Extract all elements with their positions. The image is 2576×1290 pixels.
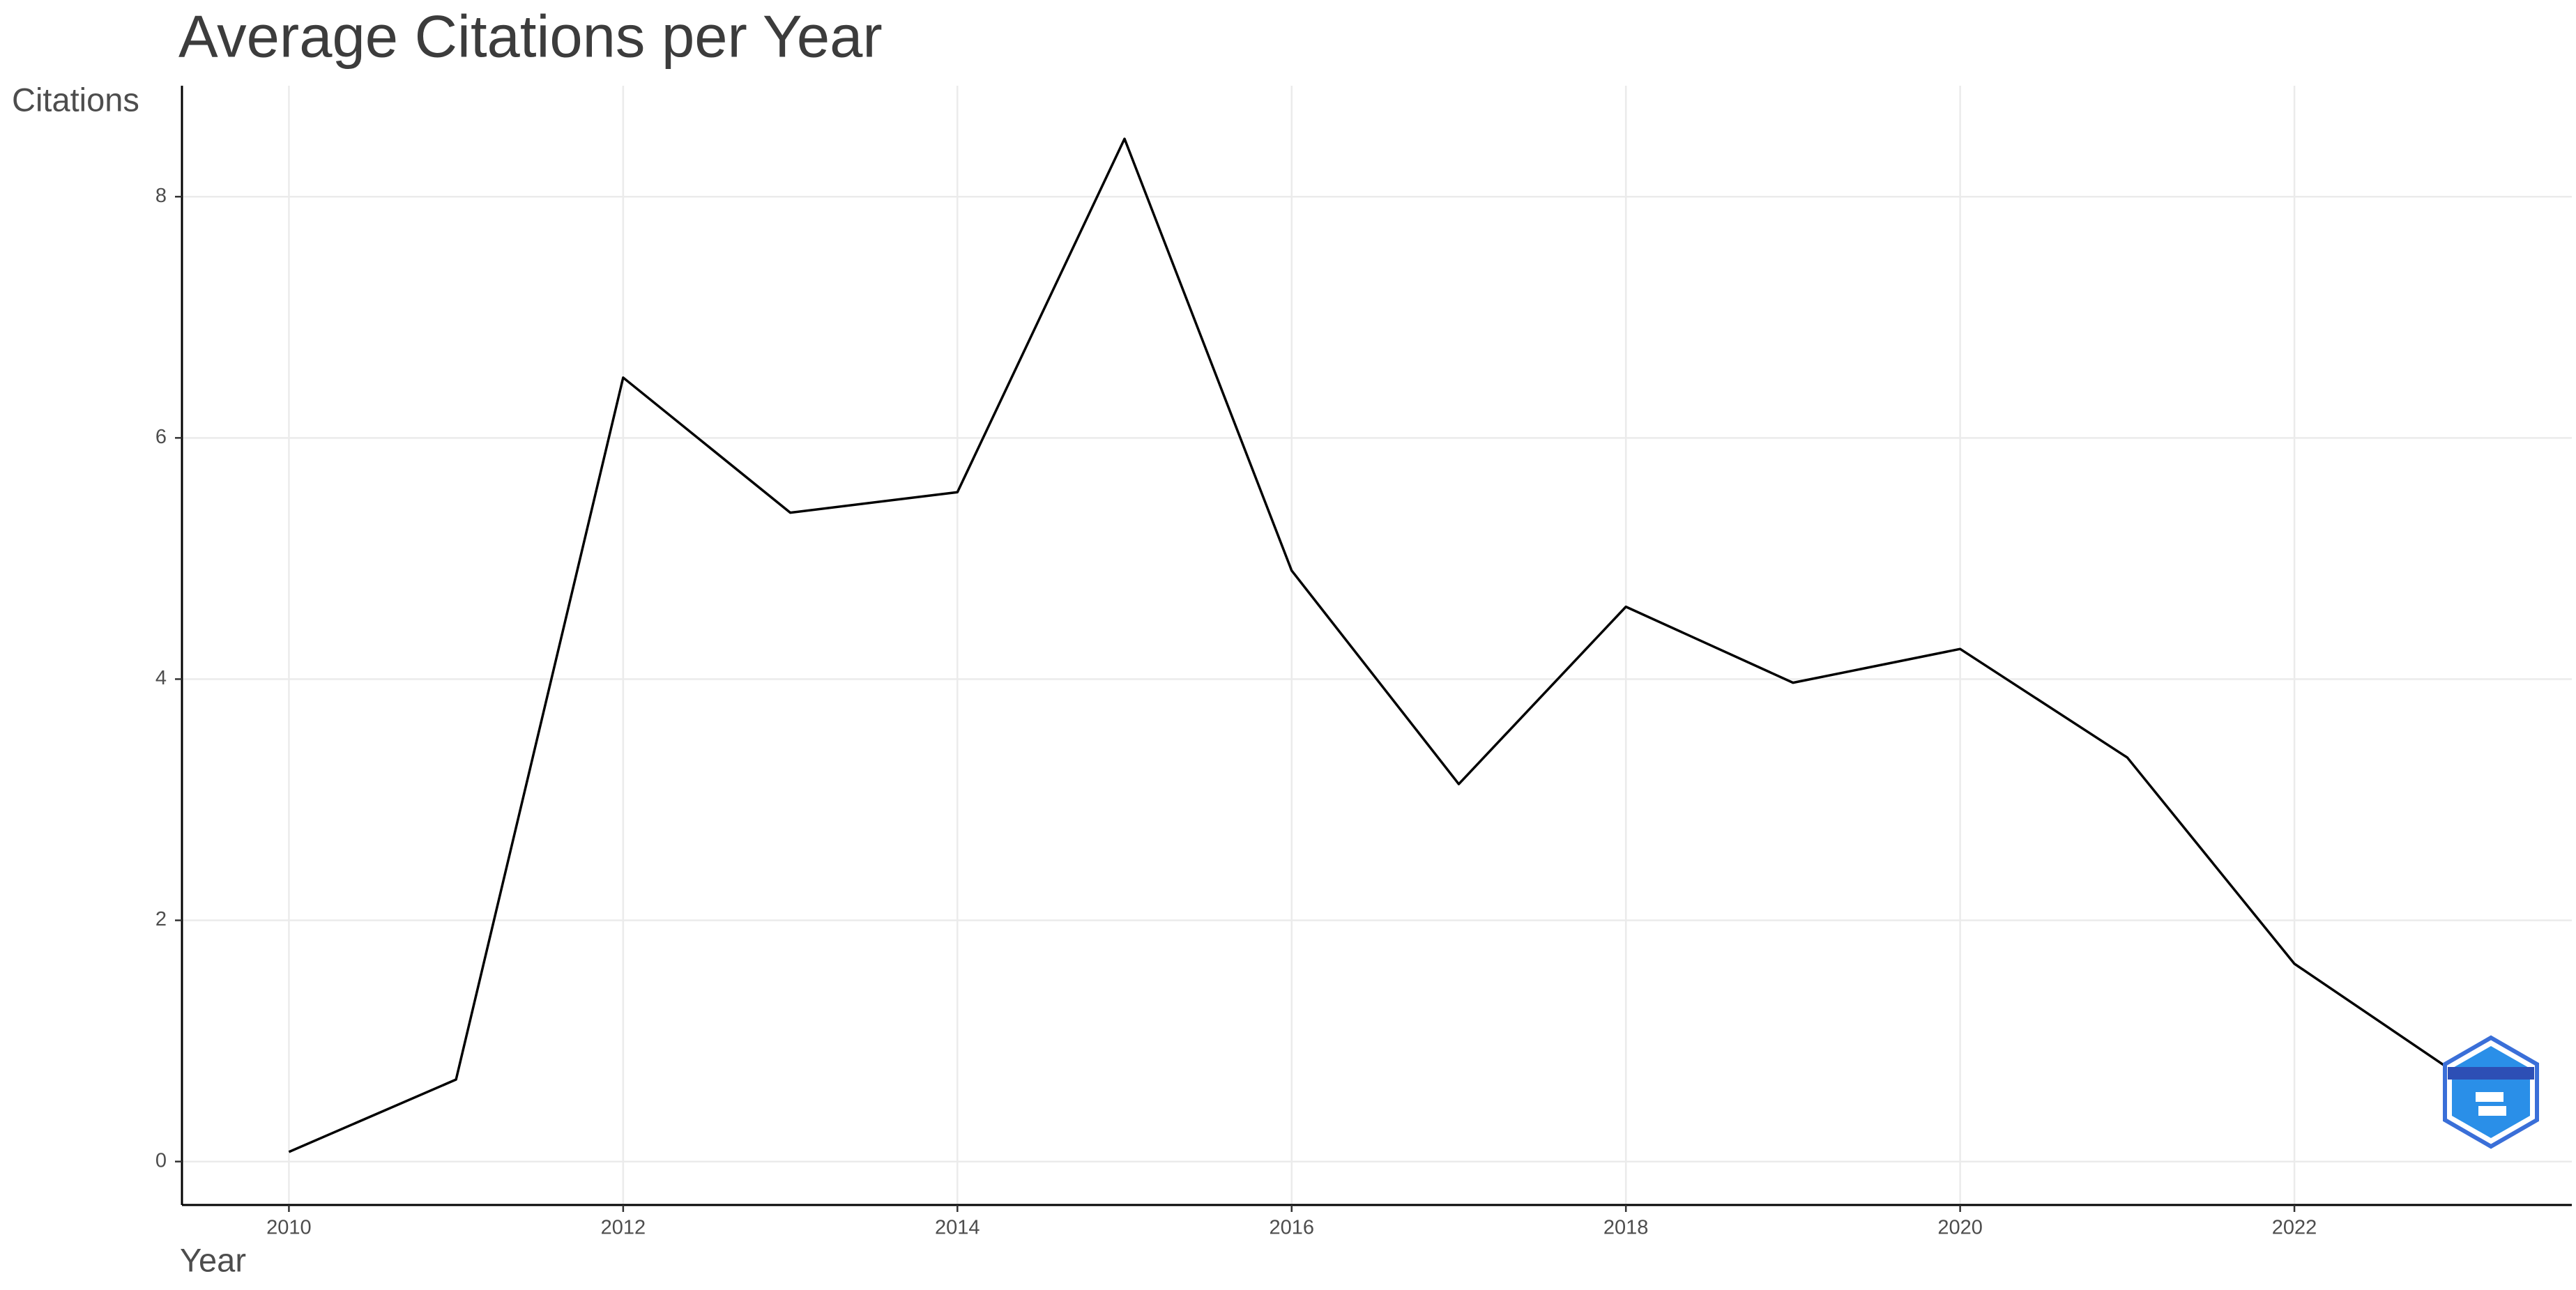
y-tick-label: 0 bbox=[155, 1149, 167, 1172]
x-tick-label: 2012 bbox=[601, 1217, 646, 1239]
logo-band bbox=[2448, 1067, 2534, 1080]
x-tick-label: 2010 bbox=[266, 1217, 312, 1239]
x-tick-label: 2016 bbox=[1269, 1217, 1314, 1239]
x-tick-label: 2014 bbox=[935, 1217, 980, 1239]
x-tick-label: 2022 bbox=[2272, 1217, 2317, 1239]
y-tick-label: 4 bbox=[155, 667, 167, 689]
plot-area bbox=[288, 137, 2462, 1153]
logo-books bbox=[2476, 1092, 2506, 1116]
y-axis-label: Citations bbox=[12, 81, 139, 118]
y-tick-label: 8 bbox=[155, 185, 167, 207]
x-tick-label: 2020 bbox=[1937, 1217, 1983, 1239]
x-tick-label: 2018 bbox=[1603, 1217, 1649, 1239]
chart-title: Average Citations per Year bbox=[178, 3, 883, 70]
y-tick-label: 2 bbox=[155, 908, 167, 930]
grid bbox=[182, 86, 2572, 1205]
y-tick-label: 6 bbox=[155, 426, 167, 448]
data-line bbox=[288, 137, 2462, 1153]
logo bbox=[2443, 1035, 2539, 1149]
x-axis-label: Year bbox=[180, 1241, 246, 1278]
